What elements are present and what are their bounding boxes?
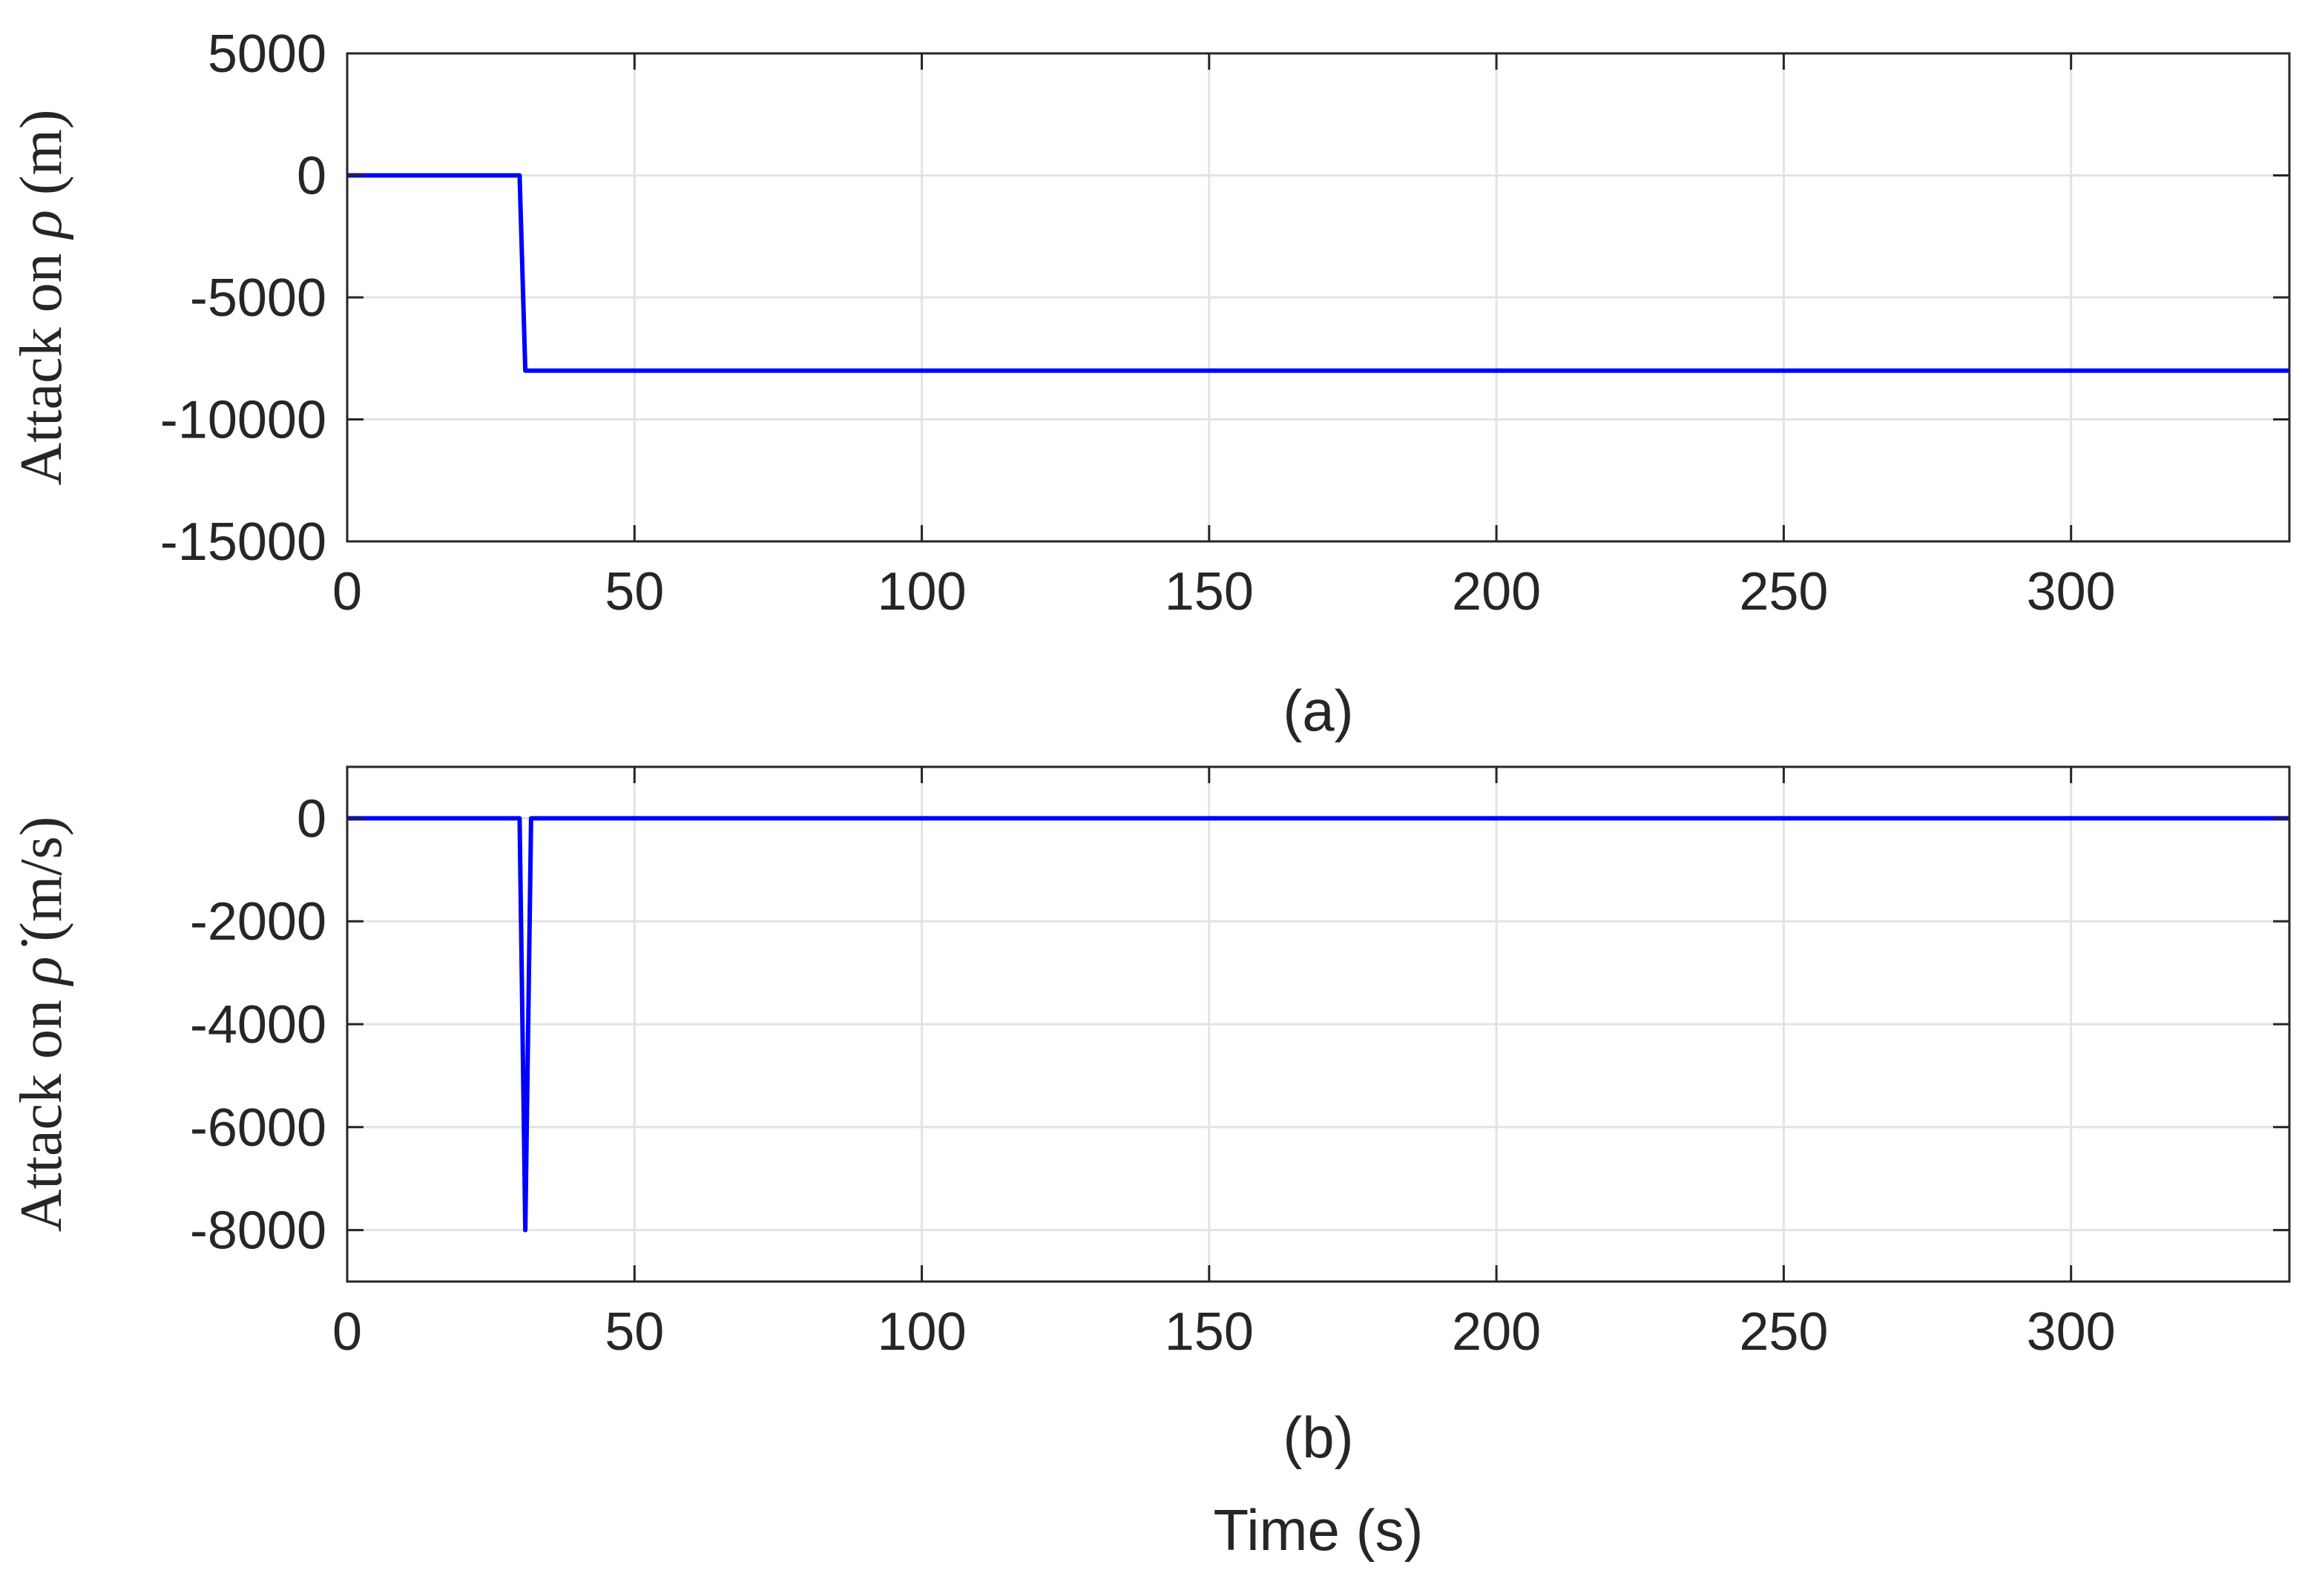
panel-b-xtick-label: 300: [2027, 1302, 2116, 1362]
panel-a-xtick-label: 300: [2027, 562, 2116, 621]
panel-a-series-line: [347, 173, 2289, 373]
panel-a: 0 50 100 150 200 250 300 5000 0 -5000 -10000 -15000…: [9, 24, 2291, 743]
panel-b-grid: [346, 767, 2289, 1282]
panel-a-ytick-label: -10000: [160, 391, 326, 450]
panel-a-xtick-label: 50: [605, 562, 664, 621]
panel-b-ticks: 0 50 100 150 200 250 300 0 -2000 -4000 -6000 -8000: [190, 767, 2289, 1362]
x-axis-label: Time (s): [1213, 1497, 1423, 1563]
panel-a-ylabel: Attack on ρ (m): [9, 109, 74, 485]
panel-a-xtick-label: 150: [1165, 562, 1254, 621]
panel-a-xtick-label: 250: [1739, 562, 1828, 621]
panel-a-ytick-label: 5000: [208, 24, 326, 84]
panel-a-xtick-label: 100: [877, 562, 966, 621]
panel-a-ylabel-prefix: Attack on: [9, 238, 74, 485]
panel-b-ytick-label: -6000: [190, 1098, 326, 1158]
panel-a-ticks: 0 50 100 150 200 250 300 5000 0 -5000 -10000 -15000: [160, 24, 2289, 621]
panel-b-xtick-label: 0: [332, 1302, 362, 1362]
panel-b-caption: (b): [1283, 1405, 1353, 1470]
panel-b-ytick-label: -8000: [190, 1201, 326, 1261]
panel-b-ytick-label: -2000: [190, 892, 326, 952]
panel-b-ytick-label: 0: [297, 789, 326, 848]
panel-b-ylabel-prefix: Attack on: [9, 985, 74, 1232]
panel-b: 0 50 100 150 200 250 3000-2000-4000-6000-8000 …: [9, 765, 2291, 1470]
panel-b-xtick-label: 100: [877, 1302, 966, 1362]
panel-a-ytick-label: -5000: [190, 268, 326, 328]
panel-b-xtick-label: 200: [1452, 1302, 1541, 1362]
panel-a-xtick-label: 200: [1452, 562, 1541, 621]
panel-a-xtick-label: 0: [332, 562, 362, 621]
panel-a-ytick-label: 0: [297, 147, 326, 206]
panel-a-caption: (a): [1283, 678, 1353, 743]
panel-b-xtick-label: 150: [1165, 1302, 1254, 1362]
panel-a-ylabel-symbol: ρ: [9, 210, 74, 240]
panel-b-xtick-label: 50: [605, 1302, 664, 1362]
panel-a-ylabel-unit: (m): [9, 109, 74, 210]
panel-b-ylabel: Attack on ρ̇ (m/s): [9, 817, 74, 1233]
panel-b-series-line: [347, 816, 2289, 1233]
panel-a-ytick-label: -15000: [160, 512, 326, 572]
panel-b-xtick-label: 250: [1739, 1302, 1828, 1362]
panel-b-ylabel-unit: (m/s): [9, 817, 74, 957]
panel-b-ytick-label: -4000: [190, 995, 326, 1055]
